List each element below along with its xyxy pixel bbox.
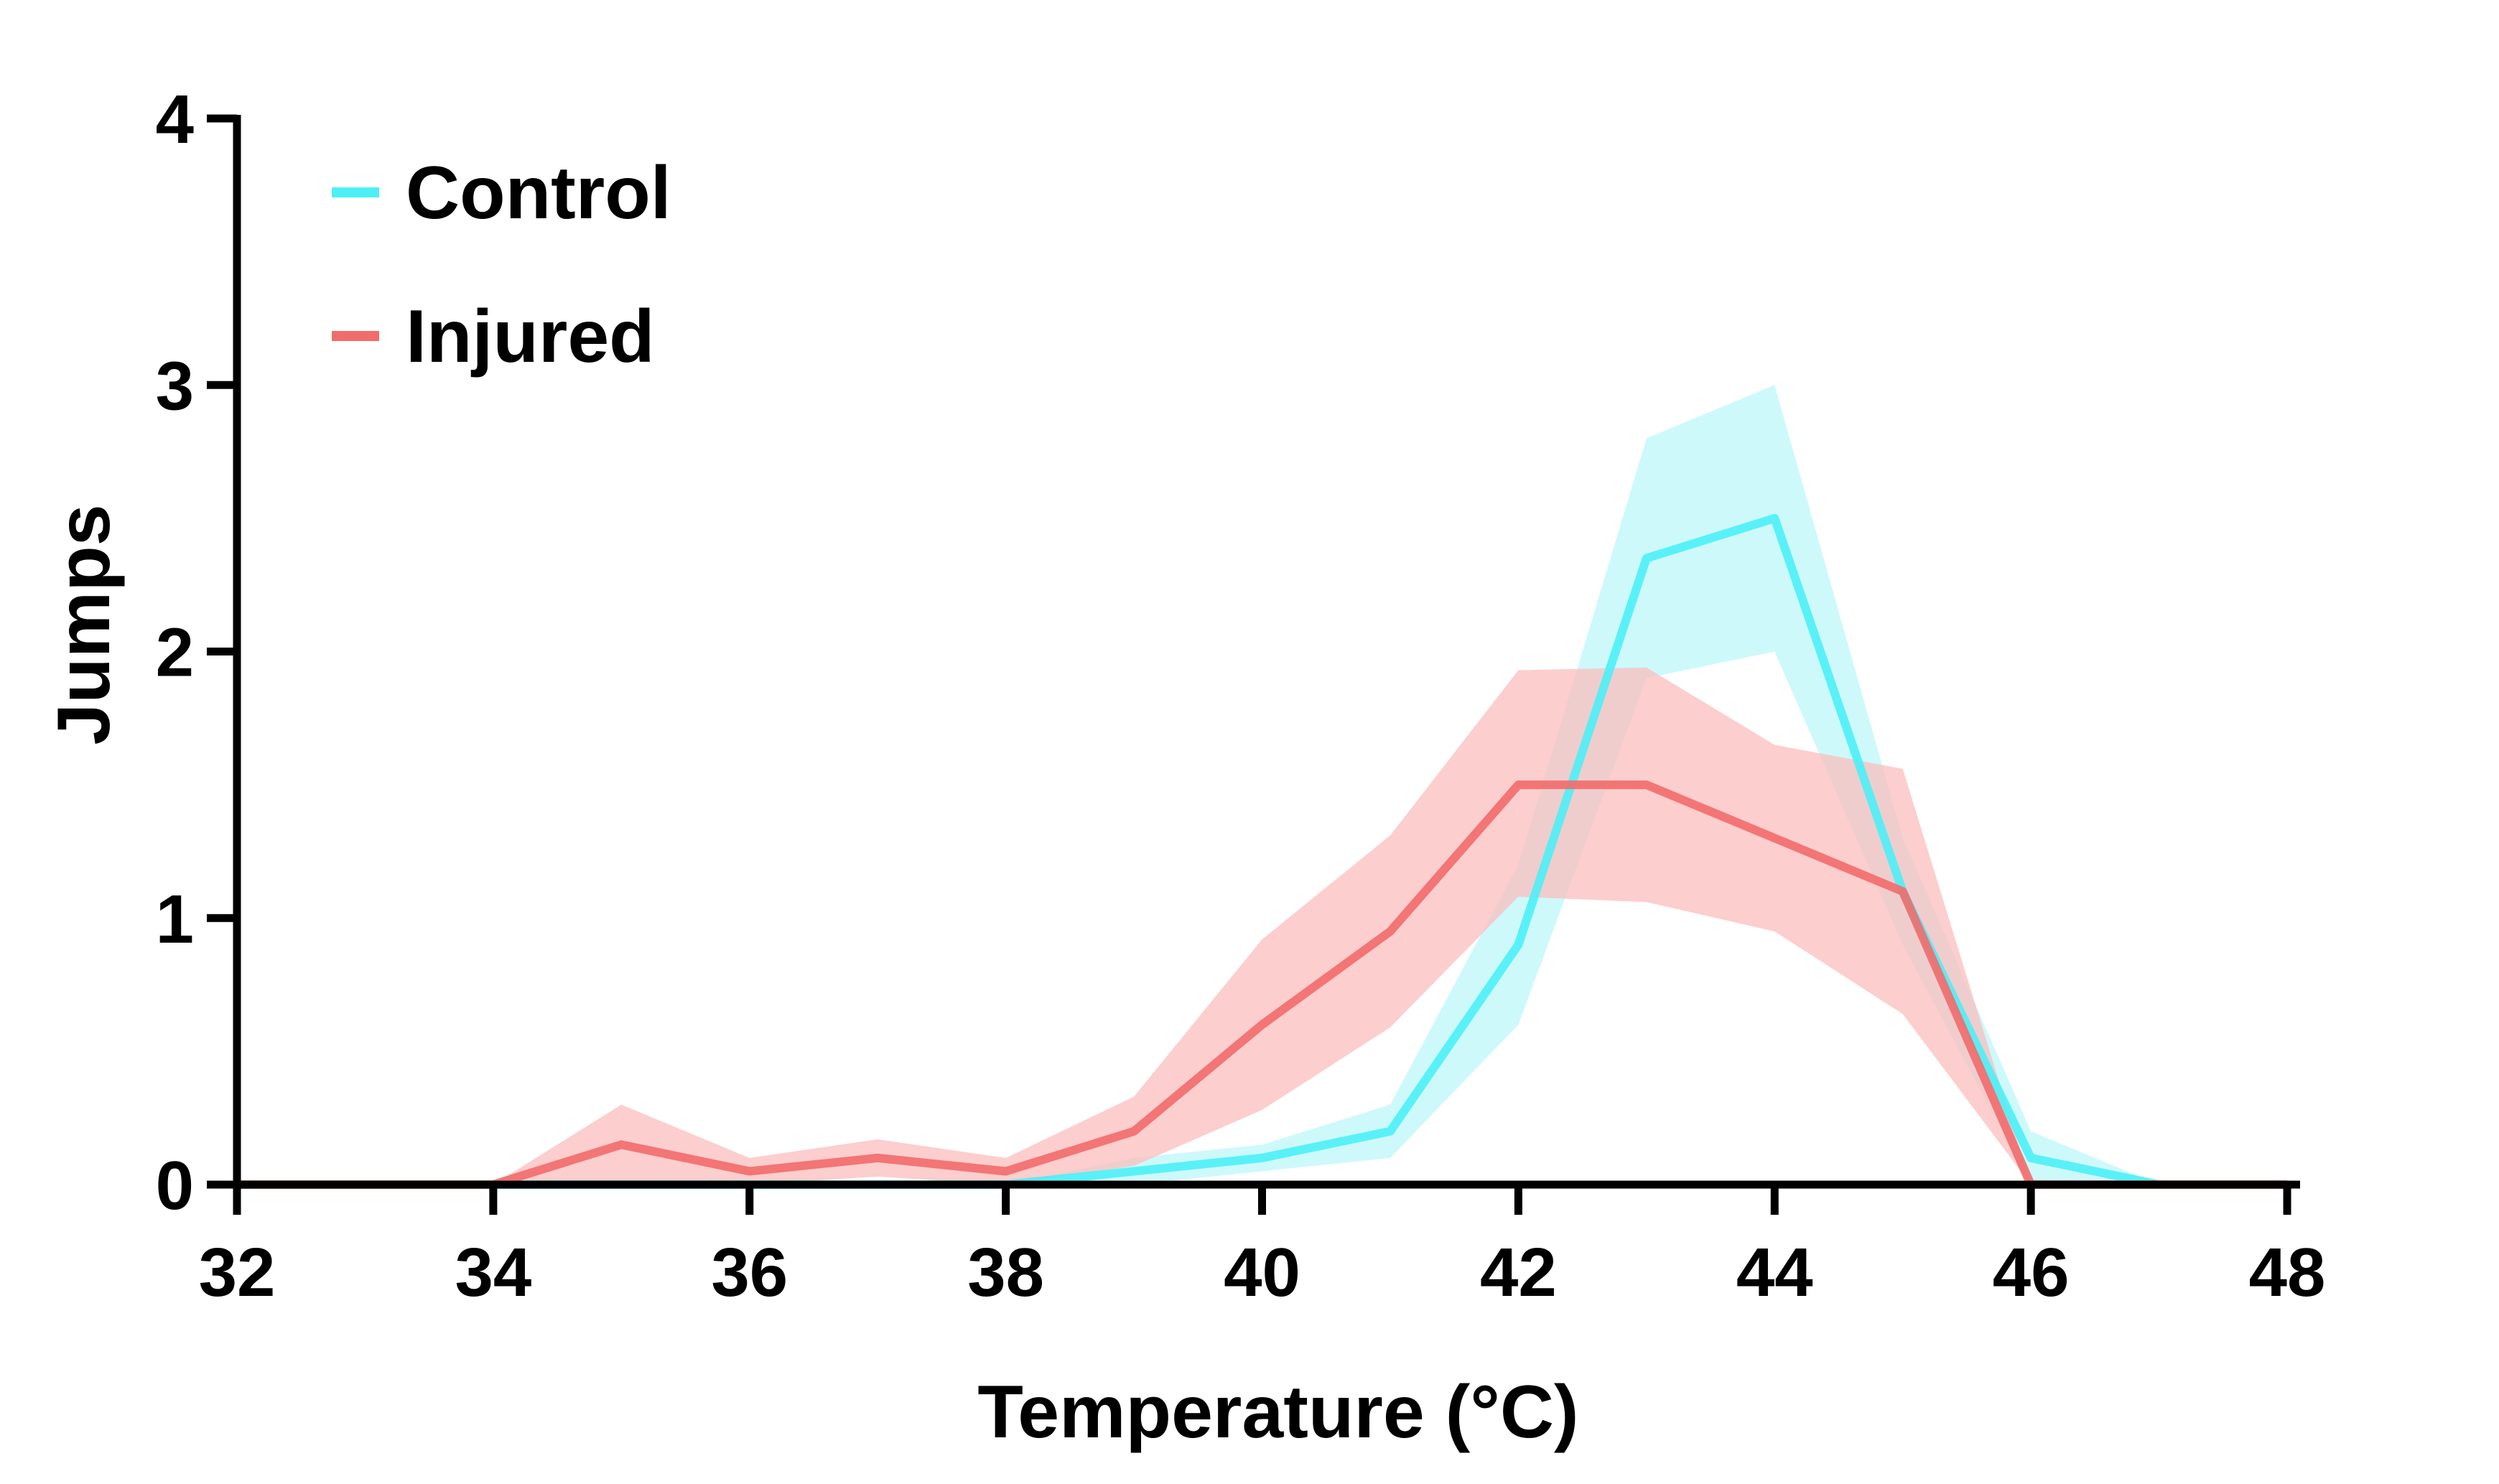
x-tick-label: 32 <box>199 1234 276 1311</box>
x-tick-label: 36 <box>711 1234 788 1311</box>
x-tick-label: 34 <box>455 1234 531 1311</box>
legend-label-injured: Injured <box>406 295 655 378</box>
band-injured <box>237 667 2287 1185</box>
y-tick-label: 3 <box>156 347 194 424</box>
legend-label-control: Control <box>406 151 671 235</box>
x-tick-label: 44 <box>1736 1234 1813 1311</box>
line-injured <box>237 780 2287 1189</box>
band-control <box>237 385 2287 1185</box>
y-tick-label: 2 <box>156 615 194 691</box>
x-tick-label: 38 <box>967 1234 1044 1311</box>
y-tick-label: 4 <box>156 81 194 158</box>
y-tick-label: 1 <box>156 881 194 958</box>
confidence-bands <box>237 385 2287 1185</box>
x-tick-label: 48 <box>2249 1234 2326 1311</box>
legend: Control Injured <box>332 151 671 378</box>
x-tick-label: 42 <box>1480 1234 1557 1311</box>
x-tick-label: 40 <box>1224 1234 1300 1311</box>
y-axis-title: Jumps <box>42 504 126 745</box>
y-tick-label: 0 <box>156 1147 194 1224</box>
x-axis-title: Temperature (°C) <box>977 1371 1578 1454</box>
x-tick-label: 46 <box>1993 1234 2070 1311</box>
